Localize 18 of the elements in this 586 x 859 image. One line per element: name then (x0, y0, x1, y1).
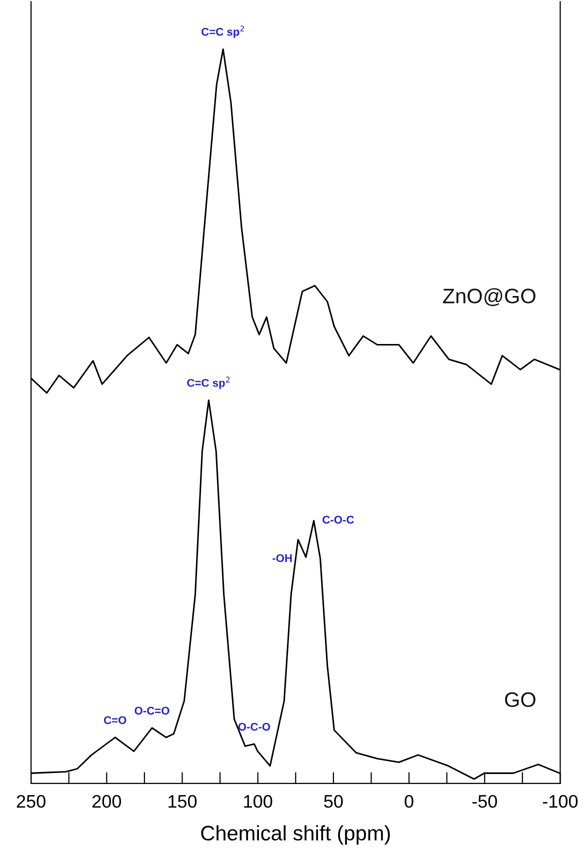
x-tick-label: -100 (542, 794, 578, 808)
x-axis-title: Chemical shift (ppm) (201, 825, 390, 845)
x-tick-label: 100 (244, 794, 272, 808)
annotation: C=C sp$^{2}$ (187, 376, 230, 390)
x-tick-label: 250 (16, 794, 46, 808)
x-tick-label: 150 (168, 794, 197, 808)
x-tick-label: 0 (404, 794, 414, 808)
annotation: O-C=O (134, 706, 170, 715)
annotation: C=C sp$^{2}$ (202, 26, 244, 38)
annotation: C=O (104, 716, 126, 724)
annotation: C-O-C (322, 516, 354, 524)
text: GO (505, 692, 536, 708)
annotation: -OH (272, 554, 292, 562)
series-label: ZnO@GO (442, 288, 536, 306)
x-tick-label: 200 (92, 794, 122, 808)
annotation: O-C-O (238, 722, 270, 731)
x-tick-label: 50 (324, 794, 343, 808)
x-tick-label: -50 (472, 794, 497, 808)
